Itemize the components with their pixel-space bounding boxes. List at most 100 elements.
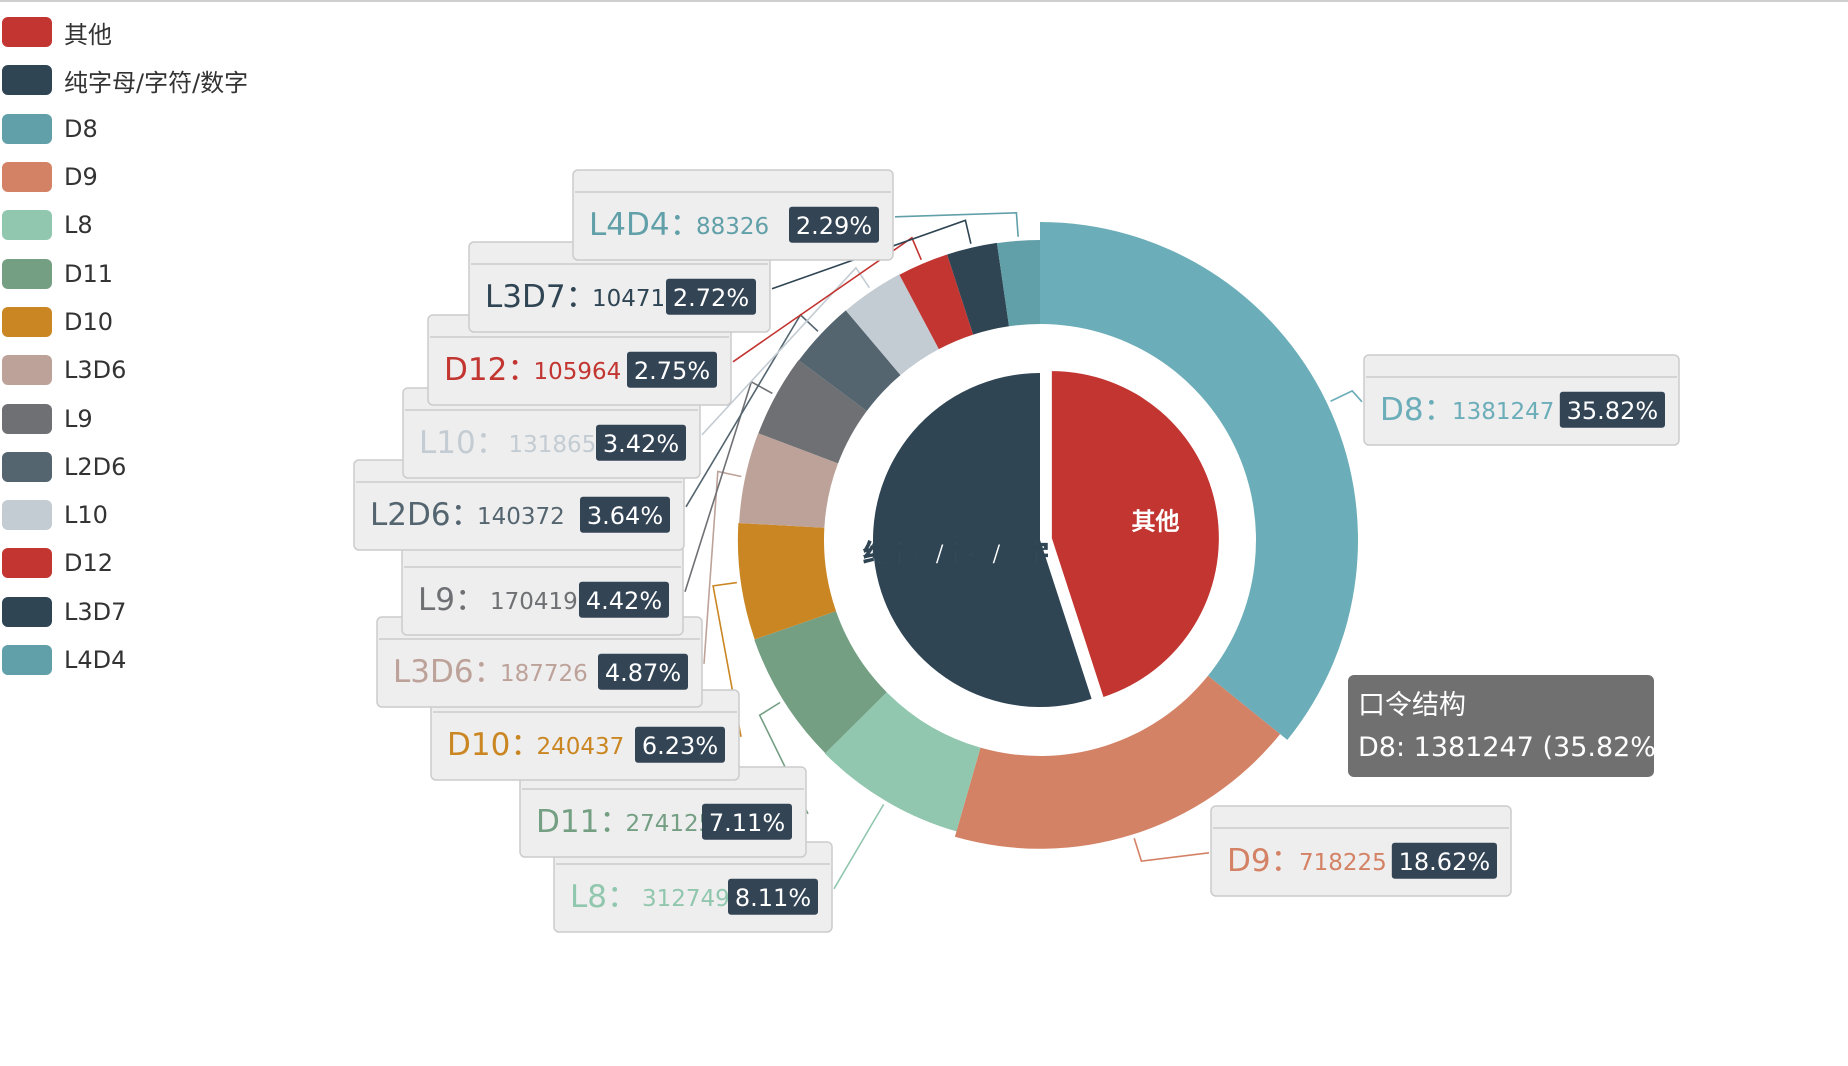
legend-swatch (2, 65, 52, 96)
outer-slice-l3d6[interactable] (739, 433, 839, 528)
legend-swatch (2, 548, 52, 579)
label-percent-badge (728, 878, 818, 915)
label-percent: 2.29% (796, 212, 872, 240)
label-percent: 3.42% (603, 430, 679, 458)
legend-label: L9 (64, 404, 93, 433)
label-percent-badge (598, 653, 688, 690)
label-percent: 3.64% (587, 502, 663, 530)
leader-line (703, 470, 742, 664)
legend-swatch (2, 113, 52, 144)
slice-label-d8: D8：1381247 35.82% (1330, 354, 1680, 446)
legend-item-l9[interactable]: L9 (2, 394, 248, 442)
legend: 其他纯字母/字符/数字 D8 D9 L8 D11 D10 L3D6 L9 L2D6 L10 D12 L… (2, 8, 248, 684)
legend-item-l4d4[interactable]: L4D4 (2, 636, 248, 684)
legend-item-l10[interactable]: L10 (2, 491, 248, 539)
label-name: D12： (444, 352, 538, 388)
legend-label: L10 (64, 501, 108, 530)
label-value: 187726 (500, 661, 588, 687)
slice-label-l10: L10： 131865 3.42% (402, 266, 871, 479)
legend-swatch (2, 306, 52, 337)
label-value: 170419 (490, 589, 578, 615)
legend-item-d11[interactable]: D11 (2, 249, 248, 297)
outer-slice-d12[interactable] (899, 254, 974, 350)
top-border (0, 0, 1848, 2)
label-name: L3D6： (393, 654, 505, 690)
legend-label: L4D4 (64, 646, 127, 674)
slice-label-l2d6: L2D6：140372 3.64% (353, 313, 819, 551)
legend-item-l2d6[interactable]: L2D6 (2, 443, 248, 491)
outer-slice-d9[interactable] (954, 675, 1281, 849)
leader-line (712, 581, 742, 737)
legend-item-l8[interactable]: L8 (2, 201, 248, 249)
label-name: L8： (570, 879, 638, 915)
label-value: 274125 (626, 811, 714, 837)
label-percent: 4.87% (605, 659, 681, 687)
label-name: L3D7： (485, 279, 597, 315)
slice-label-l8: L8： 312749 8.11% (553, 803, 885, 933)
legend-item-item-1[interactable]: 纯字母/字符/数字 (2, 56, 248, 104)
inner-slice-item-0[interactable] (1051, 371, 1219, 697)
outer-slice-l10[interactable] (845, 274, 939, 376)
outer-slice-l2d6[interactable] (798, 310, 901, 412)
inner-slice-item-1[interactable] (872, 373, 1092, 708)
legend-label: L8 (64, 211, 93, 240)
slice-label-d9: D9：718225 18.62% (1133, 805, 1512, 897)
label-value: 88326 (696, 214, 769, 240)
legend-item-d9[interactable]: D9 (2, 153, 248, 201)
outer-slice-l4d4[interactable] (996, 240, 1040, 327)
leader-line (1330, 389, 1363, 403)
leader-line (894, 212, 1019, 237)
tooltip-title: 口令结构 (1358, 690, 1466, 721)
legend-label: 其他 (64, 20, 112, 49)
inner-label-item-0: 其他 (1132, 508, 1180, 536)
leader-line (732, 236, 923, 363)
label-percent: 2.72% (673, 284, 749, 312)
label-percent-badge (580, 496, 670, 533)
legend-swatch (2, 17, 52, 48)
legend-label: D8 (64, 114, 98, 143)
leader-line (1133, 838, 1210, 863)
legend-swatch (2, 162, 52, 193)
tooltip: 口令结构 D8: 1381247 (35.82%) (1348, 675, 1667, 777)
tooltip-text: D8: 1381247 (35.82%) (1358, 732, 1667, 763)
legend-item-d10[interactable]: D10 (2, 298, 248, 346)
label-value: 1381247 (1452, 399, 1554, 425)
outer-slice-l3d7[interactable] (947, 242, 1010, 335)
legend-swatch (2, 500, 52, 531)
outer-slice-l8[interactable] (824, 692, 981, 832)
outer-slice-l9[interactable] (758, 360, 867, 464)
legend-swatch (2, 258, 52, 289)
label-percent: 7.11% (709, 809, 785, 837)
legend-item-l3d6[interactable]: L3D6 (2, 346, 248, 394)
legend-item-item-0[interactable]: 其他 (2, 8, 248, 56)
outer-slice-d8[interactable] (1040, 222, 1358, 740)
slice-label-l9: L9： 170419 4.42% (401, 380, 773, 636)
label-name: D8： (1380, 392, 1455, 428)
label-percent-badge (627, 351, 717, 388)
label-percent-badge (596, 424, 686, 461)
label-percent-badge (1391, 842, 1497, 879)
label-value: 140372 (477, 504, 565, 530)
label-value: 718225 (1299, 850, 1387, 876)
label-percent: 18.62% (1399, 848, 1491, 876)
label-percent-badge (579, 581, 669, 618)
outer-slice-d10[interactable] (737, 522, 837, 640)
outer-ring (737, 222, 1358, 849)
legend-label: L3D6 (64, 356, 127, 385)
label-name: D10： (447, 727, 541, 763)
outer-slice-d11[interactable] (754, 611, 887, 754)
legend-swatch (2, 355, 52, 386)
legend-swatch (2, 451, 52, 482)
label-percent-badge (702, 803, 792, 840)
legend-label: L3D7 (64, 597, 127, 626)
legend-item-l3d7[interactable]: L3D7 (2, 588, 248, 636)
legend-label: D11 (64, 259, 114, 288)
legend-item-d12[interactable]: D12 (2, 539, 248, 587)
legend-swatch (2, 596, 52, 627)
label-percent: 6.23% (642, 732, 718, 760)
legend-item-d8[interactable]: D8 (2, 105, 248, 153)
label-percent-badge (1559, 391, 1665, 428)
